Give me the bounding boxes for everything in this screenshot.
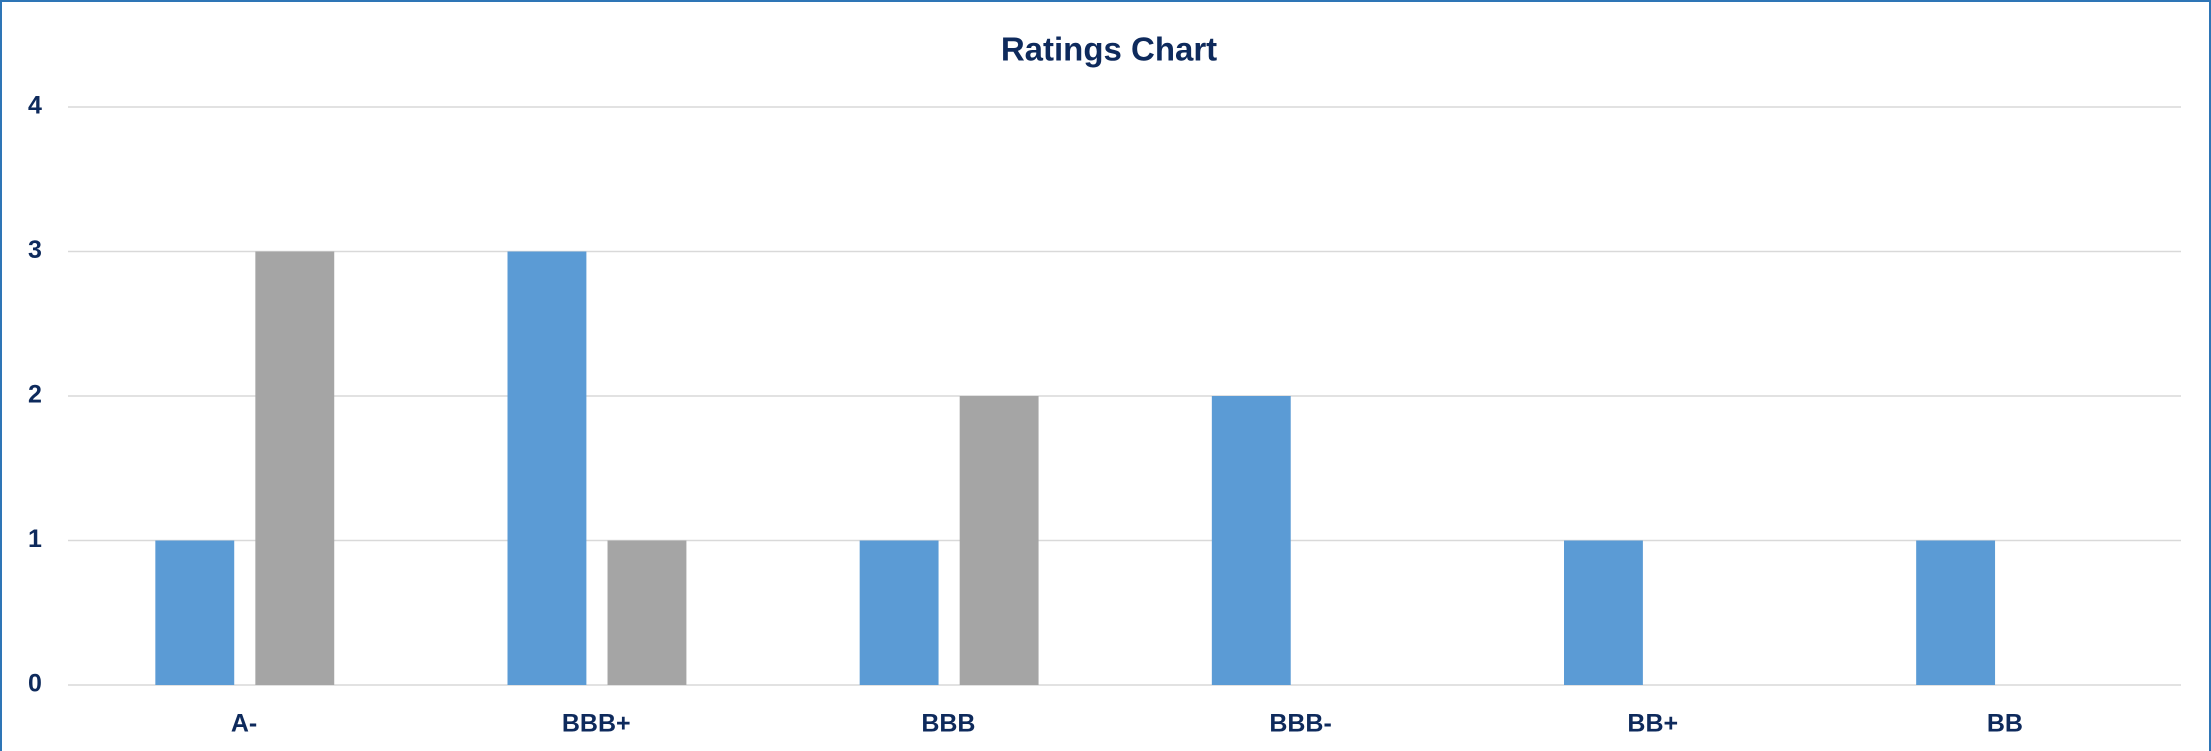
x-tick-label: BBB (921, 710, 975, 738)
y-tick-label: 2 (28, 381, 42, 409)
x-tick-label: BBB+ (562, 710, 631, 738)
bar (155, 540, 235, 685)
bar (1564, 540, 1643, 685)
x-tick-label: BBB- (1269, 710, 1332, 738)
chart-title: Ratings Chart (1001, 31, 1217, 68)
bar (255, 251, 335, 685)
x-tick-label: BB (1987, 710, 2023, 738)
bar (607, 540, 687, 685)
x-tick-label: A- (231, 710, 257, 738)
bar (507, 251, 587, 685)
y-tick-label: 0 (28, 670, 42, 698)
x-tick-label: BB+ (1627, 710, 1678, 738)
bar (1211, 396, 1291, 685)
y-tick-label: 3 (28, 236, 42, 264)
bar (859, 540, 939, 685)
y-tick-label: 1 (28, 525, 42, 553)
bar (959, 396, 1039, 685)
bar (1916, 540, 1996, 685)
y-tick-label: 4 (28, 92, 42, 120)
